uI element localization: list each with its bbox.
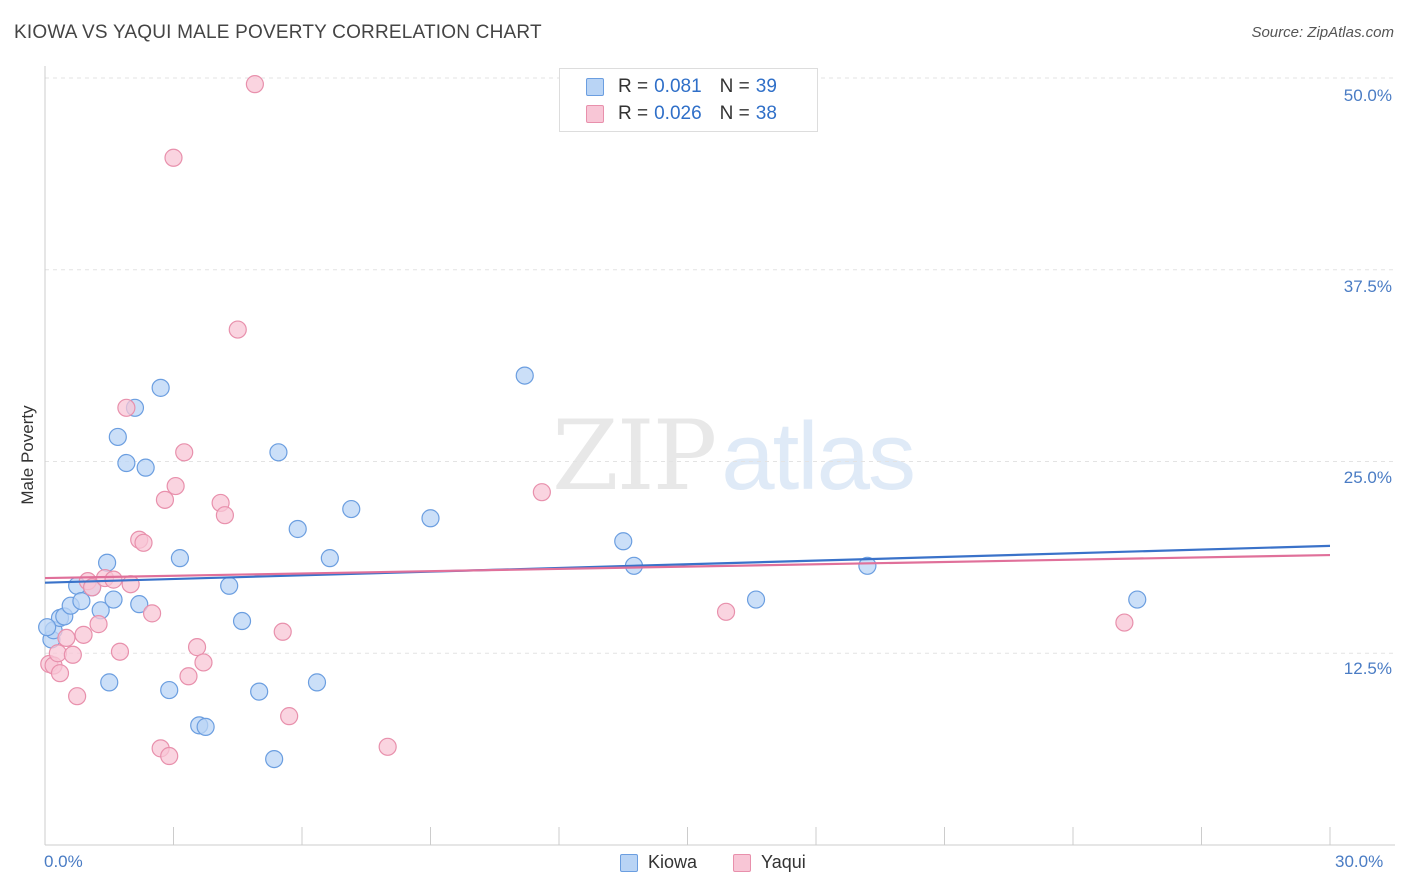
kiowa-point [160,680,179,700]
kiowa-point [117,453,136,473]
kiowa-trend-line [44,544,1331,584]
r-value: 0.081 [654,76,702,97]
kiowa-point [614,532,633,551]
kiowa-point [515,366,534,385]
kiowa-point [288,519,307,539]
yaqui-point [155,490,175,509]
kiowa-point [151,378,170,397]
yaqui-point [117,398,136,417]
kiowa-point [250,682,269,701]
yaqui-point [166,476,185,496]
yaqui-point [63,645,82,664]
x-tick-label: 0.0% [44,852,83,871]
yaqui-point [175,443,194,462]
yaqui-point [228,320,247,339]
yaqui-point [194,653,213,672]
yaqui-point [142,604,162,623]
kiowa-point [858,556,877,575]
kiowa-point [104,590,123,609]
kiowa-point [196,717,215,736]
kiowa-point [342,499,361,519]
n-label: N = [719,103,750,124]
kiowa-point [72,591,91,611]
kiowa-point [98,553,117,572]
kiowa-point [108,427,127,447]
r-label: R = [618,103,649,124]
r-value: 0.026 [654,103,702,124]
yaqui-point [164,148,183,167]
yaqui-point [187,638,207,657]
y-tick-label: 25.0% [1343,468,1392,487]
kiowa-point [232,611,252,631]
y-axis-label: Male Poverty [18,405,37,505]
yaqui-point [110,642,130,661]
yaqui-point [48,644,67,663]
kiowa-swatch-icon [586,78,604,96]
y-tick-label: 37.5% [1343,277,1392,296]
yaqui-point [280,707,299,726]
kiowa-point [220,576,239,595]
yaqui-point [83,578,102,597]
trend-lines [44,544,1331,584]
chart-title: KIOWA VS YAQUI MALE POVERTY CORRELATION … [14,22,542,43]
r-label: R = [618,76,649,97]
kiowa-point [307,673,327,692]
kiowa-point [136,458,155,477]
kiowa-point [170,549,190,568]
y-tick-label: 50.0% [1343,86,1392,105]
yaqui-point [160,746,179,766]
axes [44,66,1395,846]
n-label: N = [719,76,750,97]
yaqui-point [74,625,93,644]
yaqui-point [179,667,198,686]
legend-label-yaqui: Yaqui [761,852,806,872]
yaqui-point [1115,613,1134,632]
yaqui-point [68,687,87,706]
series-legend: Kiowa Yaqui [620,852,842,873]
yaqui-swatch-icon [733,853,752,872]
kiowa-point [38,618,57,637]
kiowa-point [130,595,149,614]
yaqui-point [57,628,76,648]
kiowa-point [746,590,766,609]
yaqui-point [378,737,397,756]
legend-row-yaqui: R = 0.026 N = 38 [586,102,777,126]
legend-item-kiowa[interactable]: Kiowa [620,852,697,873]
kiowa-point [1128,590,1147,609]
kiowa-swatch-icon [620,853,638,872]
data-points [38,75,1147,769]
yaqui-point [50,664,70,683]
yaqui-swatch-icon [586,105,604,123]
kiowa-point [320,549,339,568]
y-tick-label: 12.5% [1343,659,1392,678]
legend-label-kiowa: Kiowa [648,852,698,872]
yaqui-point [215,506,234,525]
yaqui-point [273,622,292,641]
yaqui-point [134,533,153,552]
stats-legend: R = 0.081 N = 39 R = 0.026 N = 38 [559,68,818,132]
yaqui-point [121,575,140,594]
yaqui-trend-line [44,553,1331,580]
yaqui-point [89,615,108,634]
yaqui-point [245,75,264,94]
n-value: 38 [755,103,777,124]
yaqui-point [716,602,736,621]
kiowa-point [421,509,440,528]
kiowa-point [265,749,284,769]
kiowa-point [100,673,119,692]
x-tick-label: 30.0% [1335,852,1384,871]
kiowa-point [269,443,288,462]
legend-item-yaqui[interactable]: Yaqui [733,852,806,873]
n-value: 39 [755,76,777,97]
source-label: Source: ZipAtlas.com [1251,24,1394,41]
yaqui-point [532,483,551,502]
legend-row-kiowa: R = 0.081 N = 39 [586,75,777,99]
